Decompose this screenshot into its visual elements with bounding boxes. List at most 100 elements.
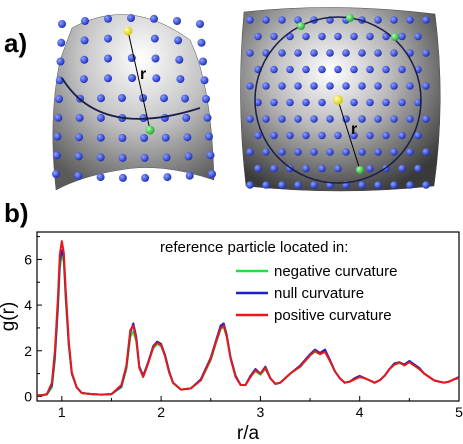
particle [262,148,270,156]
particle [294,115,302,123]
particle [262,16,270,24]
y-tick-label: 2 [24,343,32,359]
particle [79,75,88,84]
right-radius-line [337,99,361,171]
particle [118,134,127,142]
particle [390,16,398,24]
particle [294,49,302,57]
particle [286,65,294,74]
particle [96,133,105,142]
particle [80,36,89,45]
particle [202,95,210,103]
particle [278,181,286,189]
particle [422,49,430,57]
particle [398,131,406,140]
particle [294,16,302,24]
particle [270,32,278,41]
particle [127,14,135,22]
particle [118,153,127,162]
particle [140,153,149,162]
particle [366,65,374,74]
particle [81,17,89,25]
y-tick-label: 0 [24,388,32,404]
particle [104,54,112,63]
right-radius-label: r [351,121,357,138]
particle [150,14,158,23]
particle [414,164,422,173]
particle [185,171,194,180]
particle [350,131,358,140]
particle [56,57,65,66]
particle [326,148,334,156]
panel-a-label: a) [4,28,27,58]
particle [326,49,334,57]
particle [294,181,302,189]
particle [118,94,126,102]
particle [152,74,161,83]
particle [318,32,326,41]
x-axis-label: r/a [237,423,260,444]
left-particles [52,14,216,182]
x-tick-label: 1 [58,404,66,420]
particle [374,16,382,24]
particle [374,49,382,57]
particle [318,164,326,173]
particle [182,113,191,122]
particle [104,74,112,83]
particle [422,16,430,24]
particle [406,148,414,156]
particle [358,49,366,57]
particle [366,164,374,173]
particle [270,131,278,140]
legend-title: reference particle located in: [160,239,348,256]
particle [74,152,83,161]
particle [141,173,150,182]
particle [104,14,112,23]
particle [278,49,286,57]
particle [181,94,189,103]
particle [334,164,342,173]
left-ring [61,77,201,120]
rdf-chart: 1 2 3 4 5 0 2 4 6 r/a g(r) reference particle lo… [0,231,463,444]
right-ring-particle [356,166,364,174]
particle [294,82,302,90]
right-ring-particle [297,22,305,30]
particle [406,16,414,24]
particle [294,148,302,156]
particle [422,82,430,90]
particle [390,82,398,90]
particle [390,115,398,123]
particle [398,32,406,41]
particle [334,65,342,74]
left-reference-particle [123,26,133,36]
particle [199,57,207,66]
left-surface-illustration: r [52,14,216,191]
particle [206,151,215,160]
particle [262,82,270,90]
particle [52,170,60,178]
particle [406,115,414,123]
left-radius-label: r [140,66,146,83]
legend-entry: null curvature [274,285,364,302]
particle [374,115,382,123]
particle [342,148,350,156]
particle [318,98,326,107]
particle [246,181,254,189]
particle [414,131,422,140]
particle [358,148,366,156]
particle [382,131,390,140]
particle [302,164,310,173]
particle [286,32,294,41]
particle [96,173,105,182]
particle [205,132,213,141]
particle [174,36,183,45]
particle [382,65,390,74]
y-tick-label: 6 [24,251,32,267]
particle [246,16,254,24]
particle [422,148,430,156]
particle [150,34,159,43]
particle [310,115,318,123]
right-surface-illustration: r [240,7,441,192]
